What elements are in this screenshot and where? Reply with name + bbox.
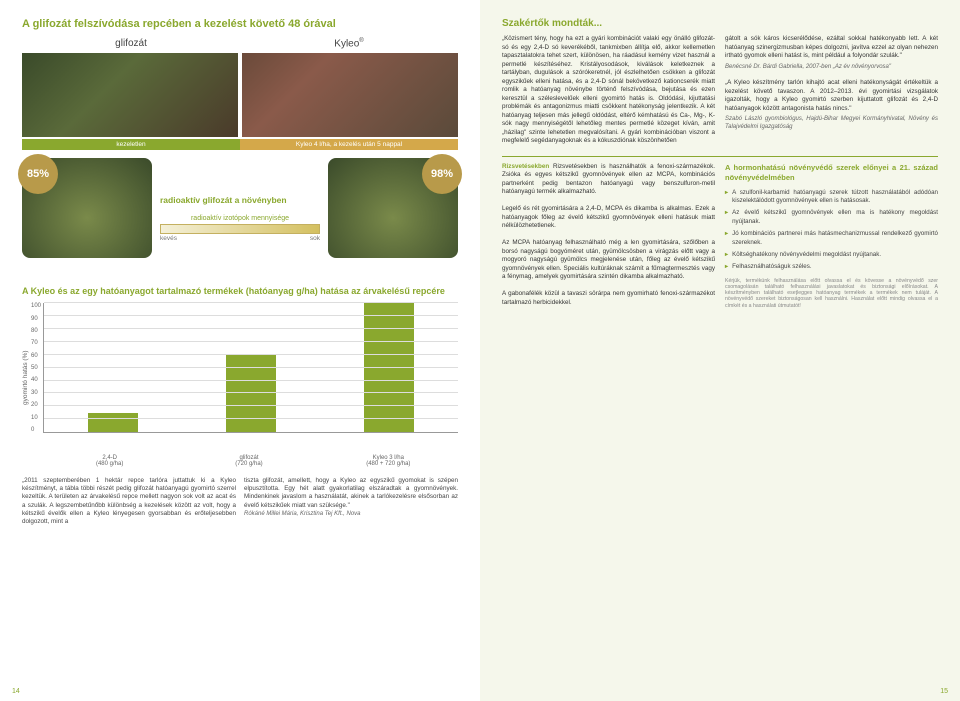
bar (364, 303, 414, 432)
quote-col-right: gátolt a sók káros kicserélődése, ezálta… (725, 35, 938, 146)
plant-left: 85% (22, 158, 152, 278)
scale-ends: kevés sok (160, 235, 320, 242)
section-head-1: Szakértők mondták... (502, 18, 938, 29)
scale-title: radioaktív izotópok mennyisége (160, 215, 320, 222)
photo-row (22, 53, 458, 137)
photo-untreated (22, 53, 238, 137)
middle-section: 85% radioaktív glifozát a növényben radi… (22, 158, 458, 278)
scale-high: sok (310, 235, 320, 242)
bullet-item: ▸Az évelő kétszikű gyomnövények ellen ma… (725, 209, 938, 226)
bullet-item: ▸Költséghatékony növényvédelmi megoldást… (725, 251, 938, 259)
attrib-2: Szabó László gyombiológus, Hajdú-Bihar M… (725, 115, 938, 131)
caption-left: kezeletlen (22, 139, 240, 150)
x-label: Kyleo 3 l/ha(480 + 720 g/ha) (358, 455, 418, 467)
bullet-list: ▸A szulfonil-karbamid hatóanyagú szerek … (725, 189, 938, 272)
lower-section: Rizsvetésekben Rizsvetésekben is használ… (502, 163, 938, 309)
page-right: Szakértők mondták... „Közismert tény, ho… (480, 0, 960, 701)
quote-col-left: „Közismert tény, hogy ha ezt a gyári kom… (502, 35, 715, 146)
bar (88, 413, 138, 432)
page-title: A glifozát felszívódása repcében a kezel… (22, 18, 458, 30)
scale: radioaktív izotópok mennyisége kevés sok (160, 215, 320, 242)
bullet-item: ▸A szulfonil-karbamid hatóanyagú szerek … (725, 189, 938, 206)
x-label: 2,4-D(480 g/ha) (80, 455, 140, 467)
bottom-text: „2011 szeptemberében 1 hektár repce tarl… (22, 477, 458, 526)
attrib: Rókáné Millei Mária, Krisztina Tej Kft.,… (244, 511, 361, 517)
product-labels: glifozát Kyleo® (22, 38, 458, 49)
chart-area (43, 303, 458, 433)
subhead-advantages: A hormonhatású növényvédő szerek előnyei… (725, 163, 938, 183)
chart: gyomirtó hatás (%) 100908070605040302010… (22, 303, 458, 453)
bullet-item: ▸Felhasználhatóságuk széles. (725, 263, 938, 271)
page-number-right: 15 (940, 688, 948, 695)
middle-text: radioaktív glifozát a növényben radioakt… (160, 195, 320, 242)
p-barley: A gabonafélék közül a tavaszi sörárpa ne… (502, 290, 715, 307)
product-a: glifozát (22, 38, 240, 49)
page-left: A glifozát felszívódása repcében a kezel… (0, 0, 480, 701)
y-axis-label: gyomirtó hatás (%) (22, 303, 29, 453)
scale-low: kevés (160, 235, 177, 242)
y-ticks: 1009080706050403020100 (29, 303, 43, 433)
p-rice: Rizsvetésekben Rizsvetésekben is használ… (502, 163, 715, 197)
product-b: Kyleo® (240, 38, 458, 49)
p-mcpa: Az MCPA hatóanyag felhasználható még a l… (502, 239, 715, 282)
bottom-p2: tiszta glifozát, amellett, hogy a Kyleo … (244, 477, 458, 526)
footnote: Kérjük, termékünk felhasználása előtt ol… (725, 278, 938, 309)
bullet-item: ▸Jó kombinációs partnerei más hatásmecha… (725, 230, 938, 247)
x-labels: 2,4-D(480 g/ha) glifozát(720 g/ha) Kyleo 3… (40, 455, 458, 467)
caption-right: Kyleo 4 l/ha, a kezelés után 5 nappal (240, 139, 458, 150)
bars (44, 303, 458, 432)
attrib-1: Benécsné Dr. Bárdi Gabriella, 2007-ben „… (725, 63, 938, 71)
plant-right: 98% (328, 158, 458, 278)
scale-bar (160, 224, 320, 234)
photo-treated (242, 53, 458, 137)
bottom-p1: „2011 szeptemberében 1 hektár repce tarl… (22, 477, 236, 526)
caption-row: kezeletlen Kyleo 4 l/ha, a kezelés után … (22, 139, 458, 150)
x-label: glifozát(720 g/ha) (219, 455, 279, 467)
radio-label: radioaktív glifozát a növényben (160, 195, 320, 205)
expert-quotes: „Közismert tény, hogy ha ezt a gyári kom… (502, 35, 938, 146)
divider (502, 156, 938, 157)
chart-title: A Kyleo és az egy hatóanyagot tartalmazó… (22, 286, 458, 297)
p-pasture: Legelő és rét gyomirtására a 2,4-D, MCPA… (502, 205, 715, 231)
lower-right: A hormonhatású növényvédő szerek előnyei… (725, 163, 938, 309)
page-number-left: 14 (12, 688, 20, 695)
lower-left: Rizsvetésekben Rizsvetésekben is használ… (502, 163, 715, 309)
